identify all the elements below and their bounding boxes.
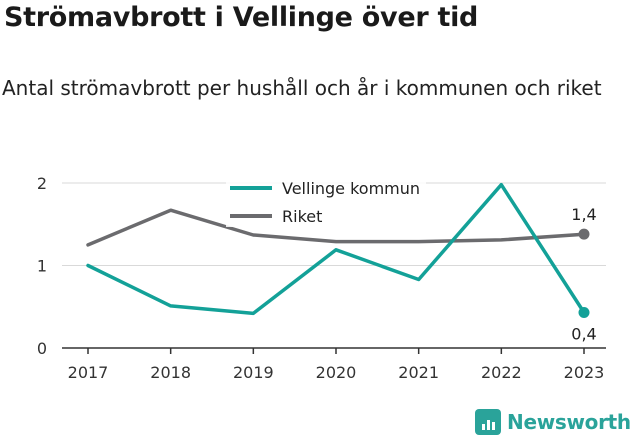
legend-bg [226, 205, 426, 227]
y-tick-label: 0 [37, 339, 47, 358]
y-tick-label: 2 [37, 174, 47, 193]
chart-title: Strömavbrott i Vellinge över tid [4, 2, 479, 33]
y-tick-label: 1 [37, 257, 47, 276]
legend-bg [226, 177, 426, 199]
legend-label: Vellinge kommun [282, 179, 420, 198]
newsworthy-logo: Newsworthy [475, 405, 631, 439]
x-tick-label: 2018 [150, 363, 191, 382]
chart-subtitle: Antal strömavbrott per hushåll och år i … [2, 76, 602, 100]
bar-chart-icon [475, 409, 501, 435]
x-tick-label: 2023 [564, 363, 605, 382]
x-tick-label: 2017 [68, 363, 109, 382]
logo-text: Newsworthy [507, 410, 631, 434]
legend-label: Riket [282, 207, 322, 226]
x-tick-label: 2021 [398, 363, 439, 382]
x-tick-label: 2022 [481, 363, 522, 382]
series-line-riket [86, 208, 586, 247]
x-tick-label: 2019 [233, 363, 274, 382]
end-value-label: 0,4 [571, 325, 596, 344]
end-point-marker [578, 228, 590, 240]
end-value-label: 1,4 [571, 205, 596, 224]
x-tick-label: 2020 [316, 363, 357, 382]
end-point-marker [578, 307, 590, 319]
series-line-vellinge [86, 182, 586, 316]
